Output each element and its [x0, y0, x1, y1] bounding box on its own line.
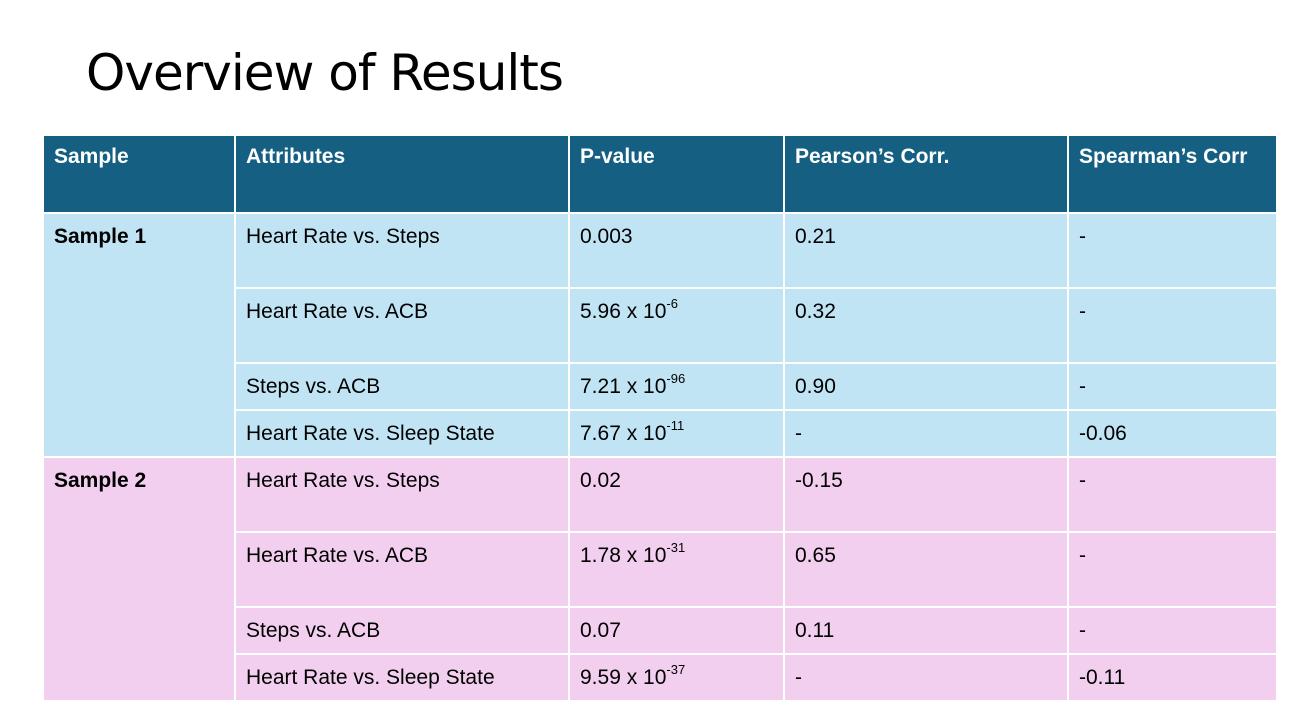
- p-value-base: 9.59 x 10: [580, 666, 667, 689]
- header-row: Sample Attributes P-value Pearson’s Corr…: [42, 134, 1278, 214]
- p-value-exponent: -6: [666, 296, 678, 311]
- spearman-cell: -: [1067, 362, 1278, 411]
- p-value-exponent: -11: [666, 418, 685, 433]
- p-value-cell: 5.96 x 10-6: [568, 287, 785, 364]
- table-row: Steps vs. ACB 0.07 0.11 -: [43, 606, 1278, 655]
- header-sample: Sample: [42, 134, 236, 214]
- pearson-cell: -: [783, 653, 1069, 702]
- attribute-cell: Heart Rate vs. ACB: [234, 287, 570, 364]
- p-value-base: 0.07: [580, 619, 621, 642]
- p-value-cell: 0.02: [568, 456, 785, 533]
- p-value-cell: 1.78 x 10-31: [568, 531, 785, 608]
- spearman-cell: -: [1067, 212, 1278, 289]
- slide-title: Overview of Results: [86, 44, 564, 102]
- p-value-base: 1.78 x 10: [580, 544, 667, 567]
- pearson-cell: 0.21: [783, 212, 1069, 289]
- table-row: Heart Rate vs. Sleep State 9.59 x 10-37 …: [43, 653, 1278, 702]
- p-value-cell: 7.21 x 10-96: [568, 362, 785, 411]
- p-value-base: 7.67 x 10: [580, 422, 667, 445]
- p-value-cell: 0.07: [568, 606, 785, 655]
- header-attributes: Attributes: [234, 134, 570, 214]
- attribute-cell: Heart Rate vs. Steps: [234, 212, 570, 289]
- p-value-exponent: -96: [666, 371, 686, 386]
- p-value-cell: 9.59 x 10-37: [568, 653, 785, 702]
- attribute-cell: Heart Rate vs. Sleep State: [234, 409, 570, 458]
- spearman-cell: -: [1067, 531, 1278, 608]
- pearson-cell: 0.65: [783, 531, 1069, 608]
- attribute-cell: Heart Rate vs. Sleep State: [234, 653, 570, 702]
- p-value-base: 0.003: [580, 225, 633, 248]
- pearson-cell: 0.32: [783, 287, 1069, 364]
- spearman-cell: -: [1067, 287, 1278, 364]
- header-p-value: P-value: [568, 134, 785, 214]
- attribute-cell: Steps vs. ACB: [234, 362, 570, 411]
- pearson-cell: 0.11: [783, 606, 1069, 655]
- pearson-cell: 0.90: [783, 362, 1069, 411]
- table-row: Sample 1 Heart Rate vs. Steps 0.003 0.21…: [42, 212, 1278, 458]
- results-table: Sample Attributes P-value Pearson’s Corr…: [42, 134, 1278, 702]
- table-row: Heart Rate vs. ACB 5.96 x 10-6 0.32 -: [43, 287, 1278, 364]
- spearman-cell: -: [1067, 456, 1278, 533]
- header-spearman: Spearman’s Corr: [1067, 134, 1278, 214]
- spearman-cell: -: [1067, 606, 1278, 655]
- p-value-cell: 0.003: [568, 212, 785, 289]
- table-row: Heart Rate vs. Sleep State 7.67 x 10-11 …: [43, 409, 1278, 458]
- p-value-base: 7.21 x 10: [580, 375, 667, 398]
- p-value-cell: 7.67 x 10-11: [568, 409, 785, 458]
- pearson-cell: -: [783, 409, 1069, 458]
- p-value-exponent: -31: [666, 540, 686, 555]
- spearman-cell: -0.11: [1067, 653, 1278, 702]
- table-row: Steps vs. ACB 7.21 x 10-96 0.90 -: [43, 362, 1278, 411]
- table-row: Sample 2 Heart Rate vs. Steps 0.02 -0.15…: [42, 456, 1278, 702]
- p-value-exponent: -37: [666, 662, 686, 677]
- attribute-cell: Heart Rate vs. Steps: [234, 456, 570, 533]
- spearman-cell: -0.06: [1067, 409, 1278, 458]
- sample-label: Sample 2: [42, 456, 236, 702]
- pearson-cell: -0.15: [783, 456, 1069, 533]
- sample-label: Sample 1: [42, 212, 236, 458]
- table-row: Heart Rate vs. ACB 1.78 x 10-31 0.65 -: [43, 531, 1278, 608]
- attribute-cell: Heart Rate vs. ACB: [234, 531, 570, 608]
- attribute-cell: Steps vs. ACB: [234, 606, 570, 655]
- p-value-base: 5.96 x 10: [580, 300, 667, 323]
- header-pearson: Pearson’s Corr.: [783, 134, 1069, 214]
- p-value-base: 0.02: [580, 469, 621, 492]
